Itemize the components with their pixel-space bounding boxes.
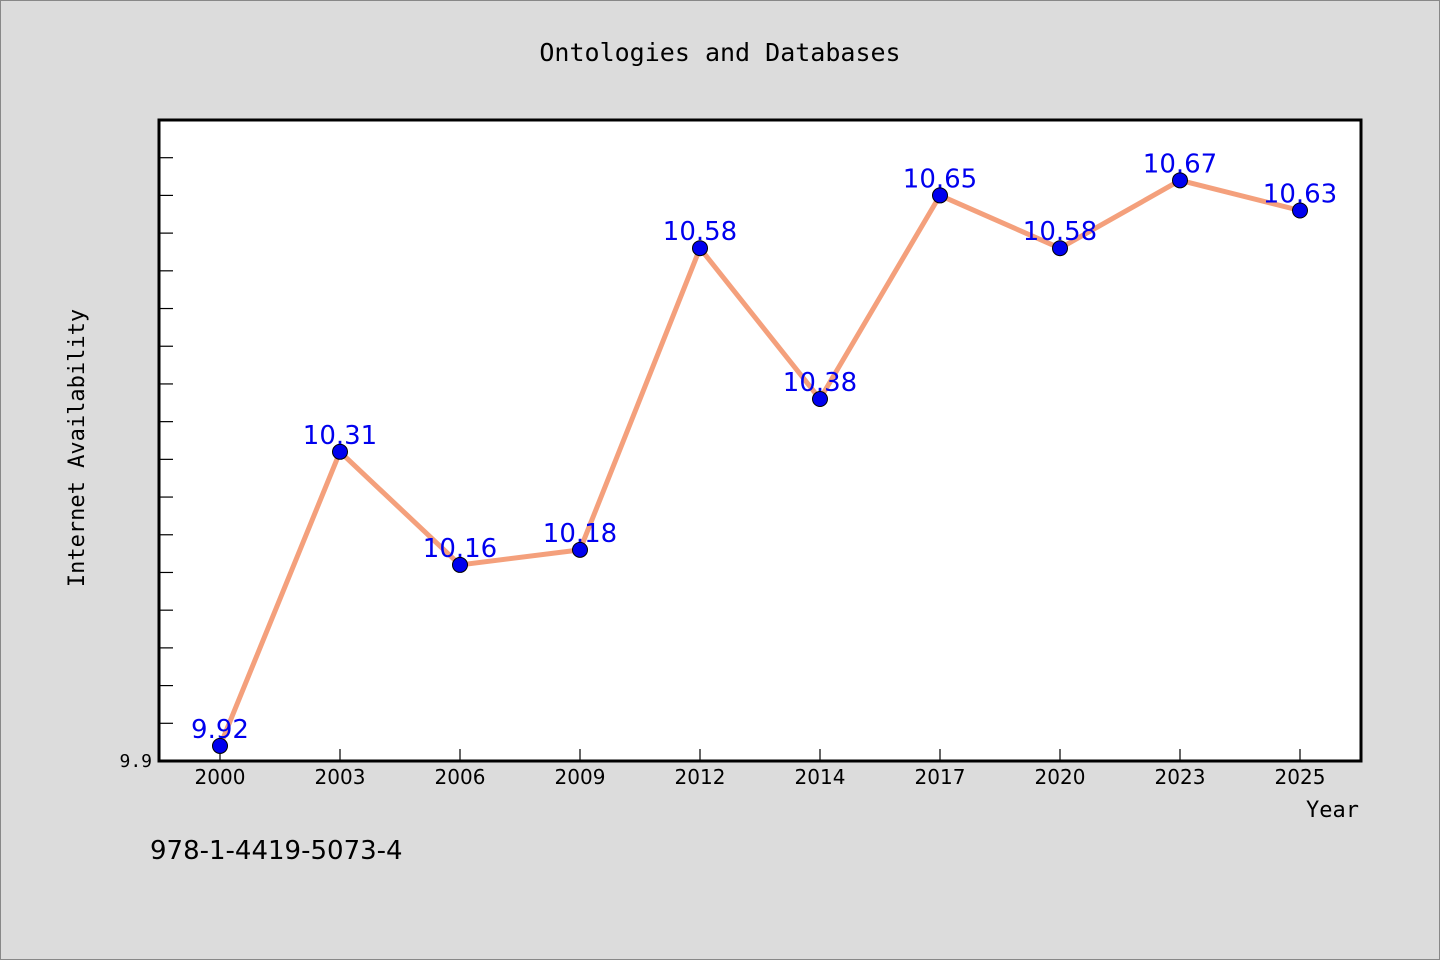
data-point [452,556,468,573]
chart-title: Ontologies and Databases [539,38,900,67]
isbn-text: 978-1-4419-5073-4 [150,836,403,866]
x-tick-label: 2014 [795,765,846,789]
x-tick-label: 2000 [195,765,246,789]
data-point [332,443,348,460]
x-tick-label: 2025 [1275,765,1326,789]
x-tick-label: 2012 [675,765,726,789]
x-tick-label: 2003 [315,765,366,789]
y-axis-ticks [159,119,173,762]
x-tick-label: 2023 [1155,765,1206,789]
series-polyline [217,177,1303,749]
plot-area [157,118,1363,763]
y-tick-label: 9.9 [119,751,152,772]
data-label: 10.63 [1263,179,1337,209]
x-tick-label: 2009 [555,765,606,789]
data-point [212,737,228,754]
data-label: 10.18 [543,519,617,549]
data-label: 10.31 [303,421,377,451]
data-label: 10.58 [663,217,737,247]
data-label: 10.16 [423,534,497,564]
x-tick-label: 2006 [435,765,486,789]
x-tick-label: 2020 [1035,765,1086,789]
data-label: 10.65 [903,164,977,194]
data-point [932,187,948,204]
data-point [812,391,828,408]
data-point [1172,172,1188,189]
data-markers [212,172,1308,754]
data-label: 10.38 [783,368,857,398]
data-label: 9.92 [191,715,249,745]
series-line [217,177,1303,749]
data-point [692,240,708,257]
data-labels: 9.92 10.31 10.16 10.18 10.58 10.38 10.65 10.58 1… [191,149,1337,745]
x-axis-label: Year [1306,798,1359,823]
x-tick-label: 2017 [915,765,966,789]
data-point [1292,202,1308,219]
y-axis-label: Internet Availability [65,309,90,587]
data-label: 10.58 [1023,217,1097,247]
x-tick-labels: 2000 2003 2006 2009 2012 2014 2017 2020 2023 2025 [195,765,1326,789]
data-label: 10.67 [1143,149,1217,179]
data-point [572,541,588,558]
data-point [1052,240,1068,257]
